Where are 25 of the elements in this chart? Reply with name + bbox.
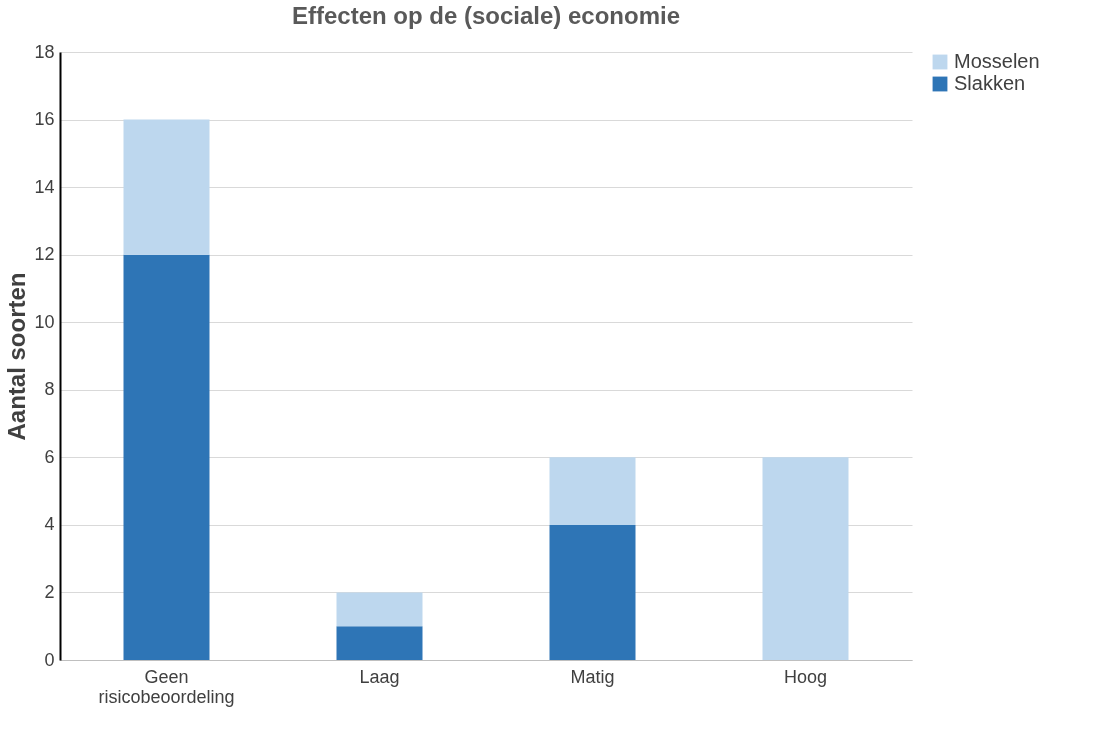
x-tick-label: Laag (359, 666, 400, 687)
y-tick-label: 10 (34, 311, 55, 332)
y-tick-label: 4 (44, 514, 55, 535)
bar (123, 254, 210, 660)
y-tick-label: 0 (44, 649, 55, 670)
bar (549, 524, 636, 660)
x-tick-label: Matig (570, 666, 615, 687)
bar (123, 119, 210, 255)
x-tick-label: Hoog (783, 666, 828, 687)
y-tick-label: 2 (44, 581, 55, 602)
y-tick-label: 6 (44, 446, 55, 467)
bar (549, 457, 636, 525)
chart-title: Effecten op de (sociale) economie (291, 2, 681, 29)
y-axis-title: Aantal soorten (3, 272, 31, 441)
y-tick-label: 14 (34, 176, 55, 197)
x-tick-label: Geen risicobeoordeling (98, 666, 235, 707)
y-tick-label: 12 (34, 244, 55, 265)
y-tick-label: 16 (34, 109, 55, 130)
bar (336, 626, 423, 660)
legend-label: Slakken (954, 72, 1026, 94)
legend-label: Mosselen (954, 50, 1040, 72)
y-tick-label: 8 (44, 379, 55, 400)
y-tick-label: 18 (34, 41, 55, 62)
bar (336, 592, 423, 627)
bar (762, 457, 849, 660)
